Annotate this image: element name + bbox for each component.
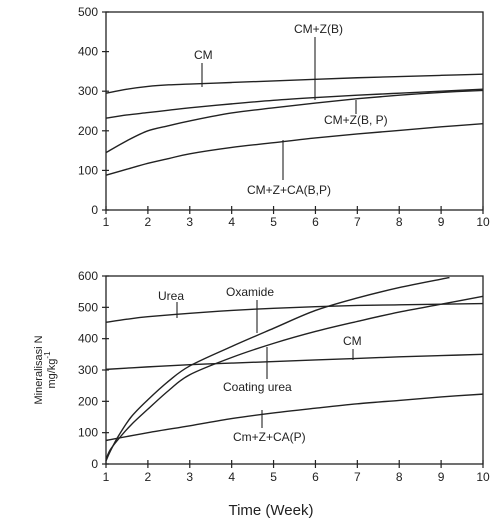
bot-ytick-label-0: 0 bbox=[91, 457, 98, 471]
top-xtick-label-3: 3 bbox=[186, 215, 193, 229]
bot-series-cm-z-ca-p bbox=[105, 393, 484, 442]
top-xtick-label-6: 6 bbox=[312, 215, 319, 229]
top-series-cm-z-b bbox=[105, 88, 484, 119]
top-annotation-cm: CM bbox=[194, 48, 213, 62]
bot-series-cm bbox=[105, 353, 484, 371]
top-ytick-label-300: 300 bbox=[78, 84, 98, 98]
top-ytick-label-400: 400 bbox=[78, 45, 98, 59]
bot-xtick-label-6: 6 bbox=[312, 470, 319, 484]
y-axis-unit: mg/kg bbox=[46, 359, 58, 389]
y-axis-title-unit: mg/kg-1 bbox=[43, 351, 58, 389]
top-xtick-label-8: 8 bbox=[396, 215, 403, 229]
bot-xtick-label-3: 3 bbox=[186, 470, 193, 484]
top-ytick-label-100: 100 bbox=[78, 163, 98, 177]
bot-ytick-label-200: 200 bbox=[78, 394, 98, 408]
bottom-annotation-coating-urea: Coating urea bbox=[223, 380, 292, 394]
bot-xtick-label-8: 8 bbox=[396, 470, 403, 484]
top-xtick-label-2: 2 bbox=[145, 215, 152, 229]
top-annotation-cmzcabp: CM+Z+CA(B,P) bbox=[247, 183, 331, 197]
bot-xtick-label-2: 2 bbox=[145, 470, 152, 484]
y-axis-title-main: Mineralisasi N bbox=[33, 335, 45, 404]
bottom-annotation-urea: Urea bbox=[158, 289, 184, 303]
top-series-cm-z-b-p bbox=[105, 89, 484, 154]
top-plot-frame bbox=[105, 11, 484, 211]
top-series-cm bbox=[105, 73, 484, 94]
top-annotation-cmzb: CM+Z(B) bbox=[294, 22, 343, 36]
bot-ytick-label-300: 300 bbox=[78, 363, 98, 377]
top-xtick-label-7: 7 bbox=[354, 215, 361, 229]
bot-xtick-label-1: 1 bbox=[103, 470, 110, 484]
top-series-cm-z-ca-b-p bbox=[105, 122, 484, 176]
bot-xtick-label-10: 10 bbox=[476, 470, 490, 484]
bot-ytick-label-500: 500 bbox=[78, 300, 98, 314]
bot-ytick-label-400: 400 bbox=[78, 332, 98, 346]
top-xtick-label-5: 5 bbox=[270, 215, 277, 229]
bottom-annotation-cmzcap: Cm+Z+CA(P) bbox=[233, 430, 306, 444]
top-ytick-label-500: 500 bbox=[78, 5, 98, 19]
x-axis-title: Time (Week) bbox=[228, 502, 313, 519]
bot-xtick-label-7: 7 bbox=[354, 470, 361, 484]
bottom-chart: 0 100 200 300 400 500 600 1 2 3 4 5 6 7 8 9 10 Urea Oxa… bbox=[33, 269, 490, 519]
y-axis-title: Mineralisasi N mg/kg-1 bbox=[33, 335, 58, 404]
bot-series-urea bbox=[105, 302, 484, 324]
top-xtick-label-4: 4 bbox=[228, 215, 235, 229]
top-xtick-label-1: 1 bbox=[103, 215, 110, 229]
top-xtick-label-9: 9 bbox=[438, 215, 445, 229]
bottom-annotation-cm: CM bbox=[343, 334, 362, 348]
top-xtick-label-10: 10 bbox=[476, 215, 490, 229]
top-ytick-label-200: 200 bbox=[78, 124, 98, 138]
bot-ytick-label-100: 100 bbox=[78, 426, 98, 440]
y-axis-unit-exponent: -1 bbox=[43, 351, 52, 359]
top-ytick-label-0: 0 bbox=[91, 203, 98, 217]
bot-xtick-label-9: 9 bbox=[438, 470, 445, 484]
bot-series-oxamide bbox=[105, 276, 450, 462]
bot-xtick-label-5: 5 bbox=[270, 470, 277, 484]
bot-ytick-label-600: 600 bbox=[78, 269, 98, 283]
bot-xtick-label-4: 4 bbox=[228, 470, 235, 484]
top-annotation-cmzbp: CM+Z(B, P) bbox=[324, 113, 388, 127]
bottom-annotation-oxamide: Oxamide bbox=[226, 285, 274, 299]
